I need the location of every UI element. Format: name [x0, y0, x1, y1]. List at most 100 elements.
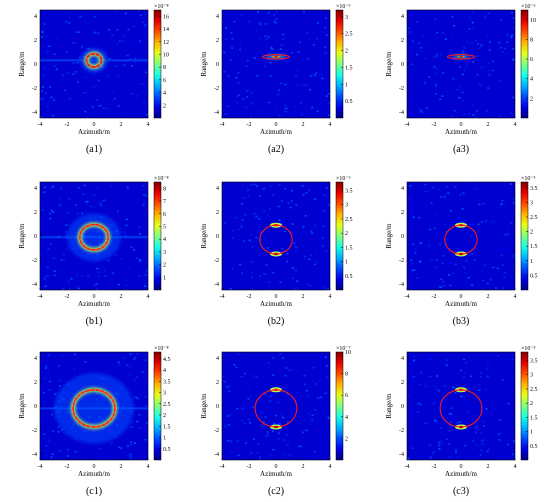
noise-cell — [51, 211, 54, 213]
x-tick-label: 2 — [302, 122, 305, 128]
noise-cell — [40, 116, 43, 118]
noise-cell — [475, 188, 478, 190]
noise-cell — [125, 224, 128, 227]
noise-cell — [492, 266, 495, 269]
noise-cell — [435, 55, 438, 57]
noise-cell — [313, 450, 316, 453]
x-tick-label: 0 — [275, 122, 278, 128]
colorbar-tick-label: 4 — [163, 91, 166, 97]
noise-cell — [321, 245, 324, 247]
noise-cell — [424, 82, 427, 85]
noise-cell — [420, 371, 423, 374]
noise-cell — [261, 411, 264, 414]
colorbar-tick-label: 2.5 — [345, 217, 353, 223]
x-tick-label: 2 — [120, 122, 123, 128]
y-tick-label: -4 — [214, 452, 219, 458]
noise-cell — [445, 364, 448, 367]
noise-cell — [144, 71, 147, 74]
x-tick-label: -2 — [65, 294, 70, 300]
noise-cell — [41, 31, 44, 33]
noise-cell — [278, 114, 281, 117]
noise-cell — [77, 287, 80, 290]
x-axis-label: Azimuth/m — [78, 128, 110, 136]
noise-cell — [508, 249, 512, 251]
noise-cell — [433, 421, 436, 424]
noise-cell — [506, 41, 509, 44]
x-tick-label: 4 — [329, 464, 332, 470]
colorbar-exponent: ×10⁻⁸ — [154, 176, 169, 182]
noise-cell — [58, 379, 61, 382]
noise-cell — [223, 51, 226, 54]
noise-cell — [429, 355, 432, 357]
noise-cell — [247, 398, 250, 400]
noise-cell — [269, 185, 272, 187]
colorbar-tick-label: 2.5 — [163, 402, 171, 408]
noise-cell — [227, 415, 230, 417]
noise-cell — [228, 390, 231, 392]
noise-cell — [266, 247, 270, 249]
noise-cell — [498, 115, 501, 118]
noise-cell — [77, 31, 80, 34]
noise-cell — [255, 236, 258, 239]
noise-cell — [50, 96, 53, 99]
noise-cell — [239, 263, 242, 266]
noise-cell — [322, 88, 325, 91]
x-tick-label: 2 — [120, 294, 123, 300]
noise-cell — [455, 247, 458, 250]
noise-cell — [407, 457, 410, 460]
noise-cell — [293, 415, 296, 417]
colorbar-tick-label: 2 — [163, 103, 166, 109]
noise-cell — [98, 202, 101, 205]
noise-cell — [281, 247, 284, 250]
noise-cell — [45, 51, 48, 53]
noise-cell — [453, 109, 456, 112]
noise-cell — [458, 96, 461, 99]
colorbar-tick-label: 14 — [163, 27, 169, 33]
noise-cell — [130, 93, 133, 95]
noise-cell — [496, 249, 499, 252]
panel-caption: (b1) — [86, 316, 103, 327]
y-tick-label: 0 — [34, 404, 37, 410]
noise-cell — [117, 105, 120, 107]
noise-cell — [313, 198, 317, 200]
x-axis-label: Azimuth/m — [260, 300, 292, 308]
y-axis-label: Range/m — [18, 393, 26, 419]
x-tick-label: -4 — [405, 122, 410, 128]
colorbar — [335, 181, 344, 291]
noise-cell — [321, 265, 324, 268]
noise-cell — [228, 385, 231, 388]
noise-cell — [477, 363, 481, 366]
noise-cell — [459, 194, 462, 196]
noise-cell — [328, 204, 330, 207]
noise-cell — [50, 456, 53, 458]
noise-cell — [262, 210, 266, 213]
y-tick-label: 0 — [401, 404, 404, 410]
noise-cell — [509, 183, 512, 185]
noise-cell — [482, 202, 485, 205]
reference-outline — [72, 389, 116, 428]
noise-cell — [465, 64, 468, 67]
x-tick-label: 4 — [514, 122, 517, 128]
noise-cell — [84, 361, 87, 363]
noise-cell — [483, 264, 486, 266]
noise-cell — [113, 77, 117, 79]
noise-cell — [467, 411, 470, 414]
noise-cell — [282, 38, 285, 40]
noise-cell — [462, 220, 466, 223]
noise-cell — [267, 199, 270, 201]
colorbar-tick-label: 1.5 — [530, 244, 538, 250]
noise-cell — [117, 283, 120, 286]
noise-cell — [470, 447, 473, 450]
noise-cell — [432, 394, 436, 397]
noise-cell — [50, 187, 53, 190]
y-tick-label: 0 — [216, 234, 219, 240]
panel-c2: -4 -2 0 2 4 -4 -2 0 2 4 Azimuth/m Range/m 2 4 6 8 10×10⁻… — [200, 346, 351, 497]
noise-cell — [425, 58, 429, 61]
noise-cell — [111, 34, 114, 36]
noise-cell — [496, 355, 500, 357]
noise-cell — [96, 113, 99, 116]
noise-cell — [247, 194, 250, 197]
noise-cell — [435, 83, 438, 85]
noise-cell — [286, 444, 289, 446]
y-axis-label: Range/m — [385, 51, 393, 77]
